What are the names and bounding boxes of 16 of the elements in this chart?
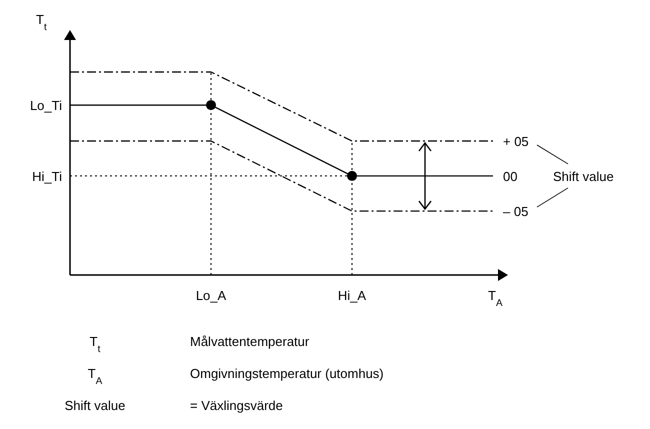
x-tick-label: Lo_A — [196, 288, 226, 303]
ref-line-label: Hi_Ti — [32, 168, 62, 184]
text: T$_{A}$ — [88, 366, 103, 386]
x-tick-label: Hi_A — [338, 288, 366, 303]
x-axis-title: T$_{A}$ — [488, 288, 503, 308]
text: Målvattentemperatur — [190, 334, 310, 349]
series-label: 00 — [503, 168, 518, 184]
text: T$_{t}$ — [90, 334, 101, 354]
text: Lo_Ti — [30, 98, 62, 114]
series-label: + 05 — [503, 134, 529, 150]
series-label: – 05 — [503, 204, 528, 220]
text: = Växlingsvärde — [190, 398, 283, 413]
text: Shift value — [64, 398, 126, 413]
text: Shift value — [553, 168, 614, 184]
text: Omgivningstemperatur (utomhus) — [190, 366, 384, 381]
y-axis-title: T$_{t}$ — [36, 12, 47, 32]
